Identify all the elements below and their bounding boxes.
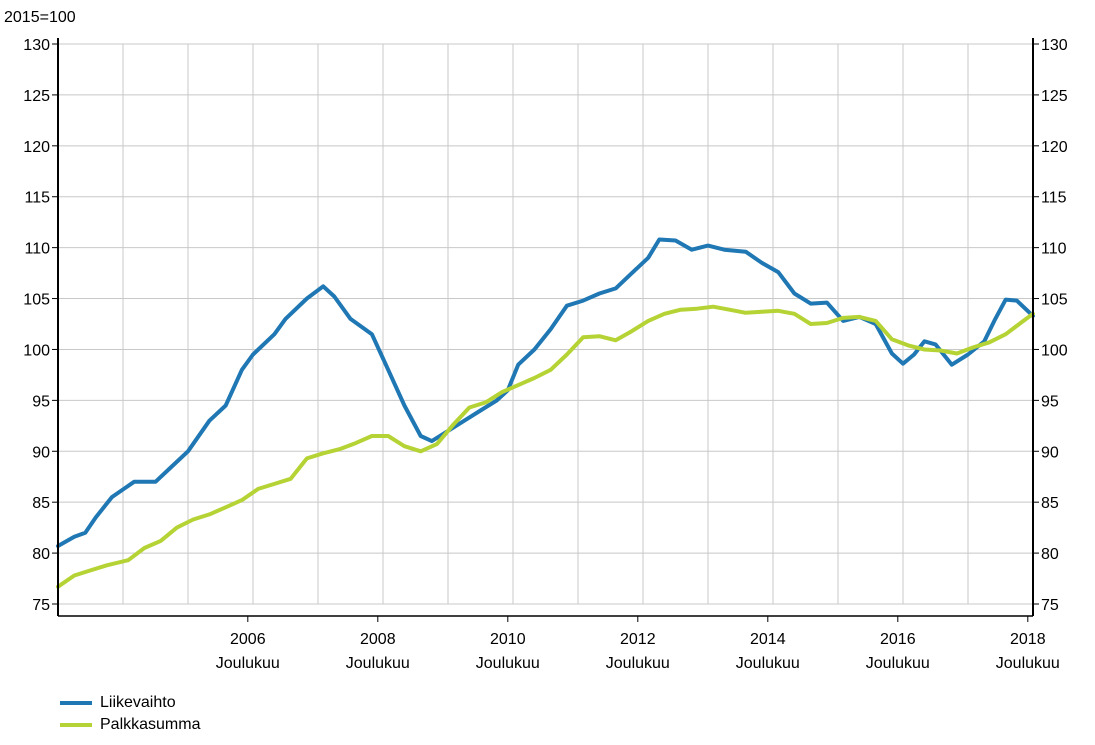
axes (52, 38, 1039, 622)
y-tick-label-left: 90 (32, 444, 50, 461)
y-tick-label-right: 100 (1041, 342, 1068, 359)
y-axis-right-tick-labels: 75 80 85 90 95 100 105 110 115 120 125 130 (1041, 37, 1068, 614)
y-tick-label-right: 125 (1041, 88, 1068, 105)
vertical-gridlines (57, 44, 1034, 604)
horizontal-gridlines (58, 43, 1033, 605)
legend-item-liikevaihto: Liikevaihto (60, 692, 200, 714)
x-tick-label-month: Joulukuu (736, 655, 800, 672)
x-tick-label-year: 2014 (750, 631, 786, 648)
y-tick-label-left: 130 (23, 37, 50, 54)
y-tick-label-right: 85 (1041, 495, 1059, 512)
y-tick-label-left: 125 (23, 88, 50, 105)
y-tick-label-right: 90 (1041, 444, 1059, 461)
y-tick-label-right: 80 (1041, 546, 1059, 563)
x-tick-label-year: 2006 (230, 631, 266, 648)
y-axis-left-tick-labels: 75 80 85 90 95 100 105 110 115 120 125 130 (23, 37, 50, 614)
y-tick-label-left: 75 (32, 597, 50, 614)
series-lines (56, 237, 1035, 589)
y-tick-label-left: 105 (23, 292, 50, 309)
y-tick-label-right: 75 (1041, 597, 1059, 614)
x-tick-label-year: 2016 (880, 631, 916, 648)
legend-label-liikevaihto: Liikevaihto (100, 694, 176, 711)
x-tick-label-month: Joulukuu (996, 655, 1060, 672)
y-tick-label-right: 110 (1041, 241, 1067, 258)
y-tick-label-right: 130 (1041, 37, 1068, 54)
series-line-palkkasumma (56, 304, 1035, 589)
y-tick-label-right: 115 (1041, 190, 1067, 207)
y-tick-label-left: 80 (32, 546, 50, 563)
y-axis-unit-label: 2015=100 (4, 9, 76, 26)
x-tick-label-year: 2008 (360, 631, 396, 648)
y-tick-label-left: 115 (24, 190, 50, 207)
y-tick-label-right: 105 (1041, 292, 1068, 309)
series-line-liikevaihto (56, 237, 1035, 548)
x-tick-label-month: Joulukuu (216, 655, 280, 672)
y-tick-label-left: 110 (24, 241, 50, 258)
x-tick-label-month: Joulukuu (346, 655, 410, 672)
y-tick-label-left: 120 (23, 139, 50, 156)
y-tick-label-left: 85 (32, 495, 50, 512)
x-tick-label-year: 2018 (1010, 631, 1046, 648)
legend-label-palkkasumma: Palkkasumma (100, 716, 201, 733)
y-tick-label-left: 95 (32, 393, 50, 410)
y-tick-label-right: 120 (1041, 139, 1068, 156)
legend-item-palkkasumma: Palkkasumma (60, 714, 200, 736)
x-tick-label-year: 2012 (620, 631, 656, 648)
x-tick-label-month: Joulukuu (476, 655, 540, 672)
legend-swatch-liikevaihto (60, 701, 92, 705)
x-tick-label-year: 2010 (490, 631, 526, 648)
x-tick-label-month: Joulukuu (866, 655, 930, 672)
legend-swatch-palkkasumma (60, 723, 92, 727)
chart-legend: Liikevaihto Palkkasumma (60, 692, 200, 736)
x-axis-tick-labels: 2006 Joulukuu 2008 Joulukuu 2010 Joulukuu 2012… (216, 631, 1060, 672)
y-tick-label-right: 95 (1041, 393, 1059, 410)
x-tick-label-month: Joulukuu (606, 655, 670, 672)
y-tick-label-left: 100 (23, 342, 50, 359)
